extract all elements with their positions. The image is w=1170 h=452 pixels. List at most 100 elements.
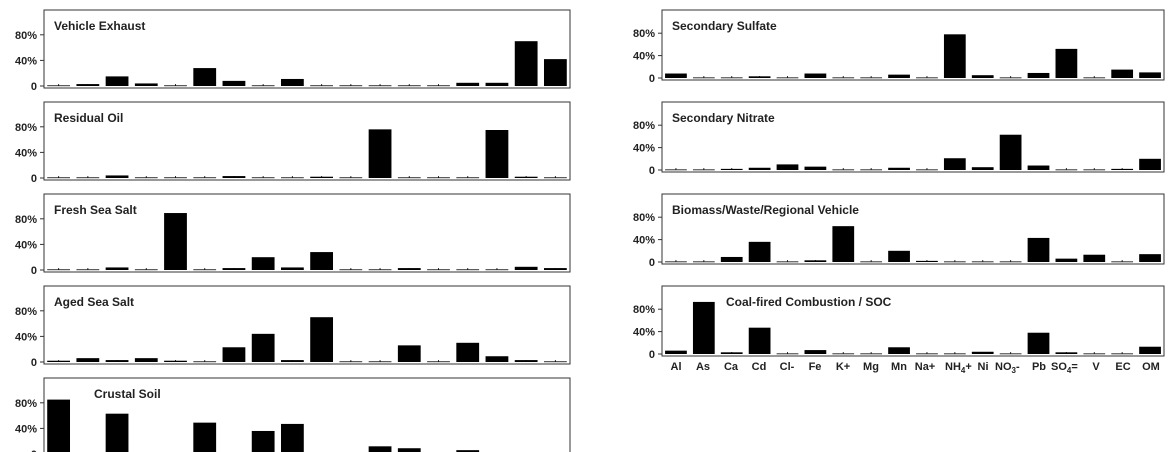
bar-fe [193,68,217,86]
bar-cd [134,358,158,362]
bar-nh4 [943,158,966,170]
bar-na [916,169,938,171]
bar-so4 [456,450,480,452]
panel-secondary-sulfate: 0 40% 80% Secondary Sulfate [633,9,1165,85]
bar-no3 [999,134,1022,170]
panel-frame [43,193,571,273]
x-tick-label-om: OM [1142,361,1160,373]
bar-mn [280,177,304,179]
bar-om [543,59,567,86]
bar-om [1139,254,1161,262]
bar-al [47,85,71,87]
x-tick-label-nh4-sub: 4 [961,366,966,375]
bar-mg [251,333,275,362]
bar-na [310,317,334,362]
bar-so4 [1055,169,1078,171]
y-tick-label: 40% [15,331,37,343]
y-tick-label: 0 [31,357,37,369]
y-tick-label: 40% [15,239,37,251]
y-tick-label: 40% [633,235,655,247]
bar-ec [1111,168,1134,170]
bar-as [76,269,100,271]
panel-title: Coal-fired Combustion / SOC [726,295,892,309]
bar-ec [514,360,538,362]
bar-na [310,176,334,178]
bar-om [1139,346,1161,354]
bar-mn [888,347,910,354]
bar-as [76,84,100,86]
bar-mn [888,167,910,170]
bar-al [665,73,687,78]
panel-vehicle-exhaust: 0 40% 80% Vehicle Exhaust [15,9,571,93]
bar-mn [888,250,910,262]
bar-pb [1027,237,1050,262]
bar-k [222,268,246,270]
bar-al [47,360,71,362]
bar-ec [1111,261,1134,263]
bar-ni [368,129,392,178]
bar-om [543,177,567,179]
y-tick-label: 0 [31,265,37,277]
x-tick-label-ca: Ca [724,361,739,373]
panel-aged-sea-salt: 0 40% 80% Aged Sea Salt [15,285,571,369]
y-tick-label: 80% [15,398,37,410]
x-tick-label-no3: NO3- [995,361,1020,375]
bar-fe [804,260,827,262]
bar-no3 [397,345,421,362]
y-tick-label: 40% [633,51,655,63]
x-tick-label-k: K+ [836,361,850,373]
bar-so4 [456,82,480,86]
panel-secondary-nitrate: 0 40% 80% Secondary Nitrate [633,101,1165,177]
bar-ca [720,256,743,262]
panel-title: Biomass/Waste/Regional Vehicle [672,203,859,217]
bar-mn [888,74,910,78]
x-tick-label-na: Na+ [915,361,936,373]
x-tick-label-cl: Cl- [780,361,795,373]
bar-mg [251,177,275,179]
bar-na [916,260,938,262]
panel-title: Fresh Sea Salt [54,203,137,217]
x-tick-label-nh4: NH4+ [945,361,972,375]
bar-mn [280,78,304,86]
bar-nh4 [339,269,363,271]
bar-cl [164,360,187,362]
bar-ec [514,176,538,178]
bar-so4 [456,177,480,179]
bar-na [310,85,334,87]
bar-k [222,80,246,86]
x-tick-label-mg: Mg [863,361,879,373]
x-tick-label-al: Al [671,361,682,373]
bar-ni [368,446,392,452]
bar-mg [860,169,883,171]
bar-no3 [999,353,1022,355]
bar-ni [368,85,392,87]
bar-ca [720,352,743,354]
y-tick-label: 0 [649,349,655,361]
bar-cl [164,177,187,179]
bar-so4 [1055,258,1078,262]
bar-v [485,130,509,178]
bar-cd [748,76,771,78]
bar-ca [105,76,129,86]
bar-as [692,261,715,263]
x-tick-label-so: SO [1051,361,1067,373]
x-tick-label-fe: Fe [809,361,822,373]
bar-ca [105,267,129,270]
bar-cd [134,269,158,271]
bar-no3 [397,177,421,179]
bar-cl [776,77,799,79]
panel-title: Crustal Soil [94,387,161,401]
x-tick-label-so4-sign: = [1071,361,1077,373]
bar-cd [748,327,771,354]
bar-v [1083,353,1106,355]
y-tick-label: 80% [15,306,37,318]
x-tick-label-so4: SO4= [1051,361,1078,375]
y-tick-label: 80% [633,212,655,224]
panel-frame [43,101,571,181]
bar-ni [971,75,994,78]
bar-al [665,261,687,263]
x-tick-label-nh: NH [945,361,961,373]
bar-pb [1027,332,1050,354]
x-tick-label-ec: EC [1115,361,1130,373]
bar-pb [427,85,450,87]
